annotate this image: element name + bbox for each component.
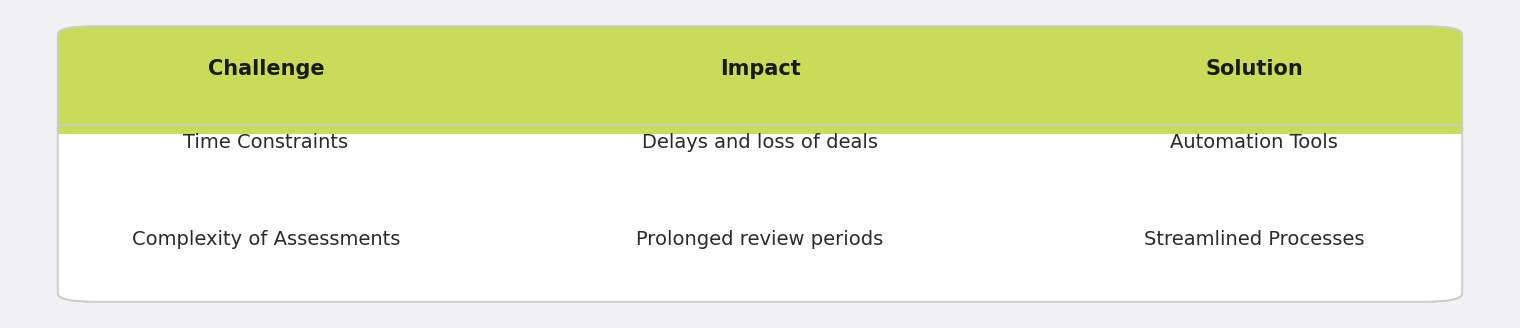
Bar (58, 125, 1462, 133)
Text: Automation Tools: Automation Tools (1170, 133, 1338, 152)
Text: Prolonged review periods: Prolonged review periods (637, 230, 883, 249)
Text: Complexity of Assessments: Complexity of Assessments (132, 230, 400, 249)
Text: Delays and loss of deals: Delays and loss of deals (641, 133, 879, 152)
Text: Streamlined Processes: Streamlined Processes (1143, 230, 1365, 249)
Text: Challenge: Challenge (208, 59, 324, 79)
Text: Time Constraints: Time Constraints (184, 133, 348, 152)
Text: Impact: Impact (719, 59, 801, 79)
FancyBboxPatch shape (58, 26, 1462, 302)
Text: Solution: Solution (1205, 59, 1303, 79)
FancyBboxPatch shape (58, 26, 1462, 133)
